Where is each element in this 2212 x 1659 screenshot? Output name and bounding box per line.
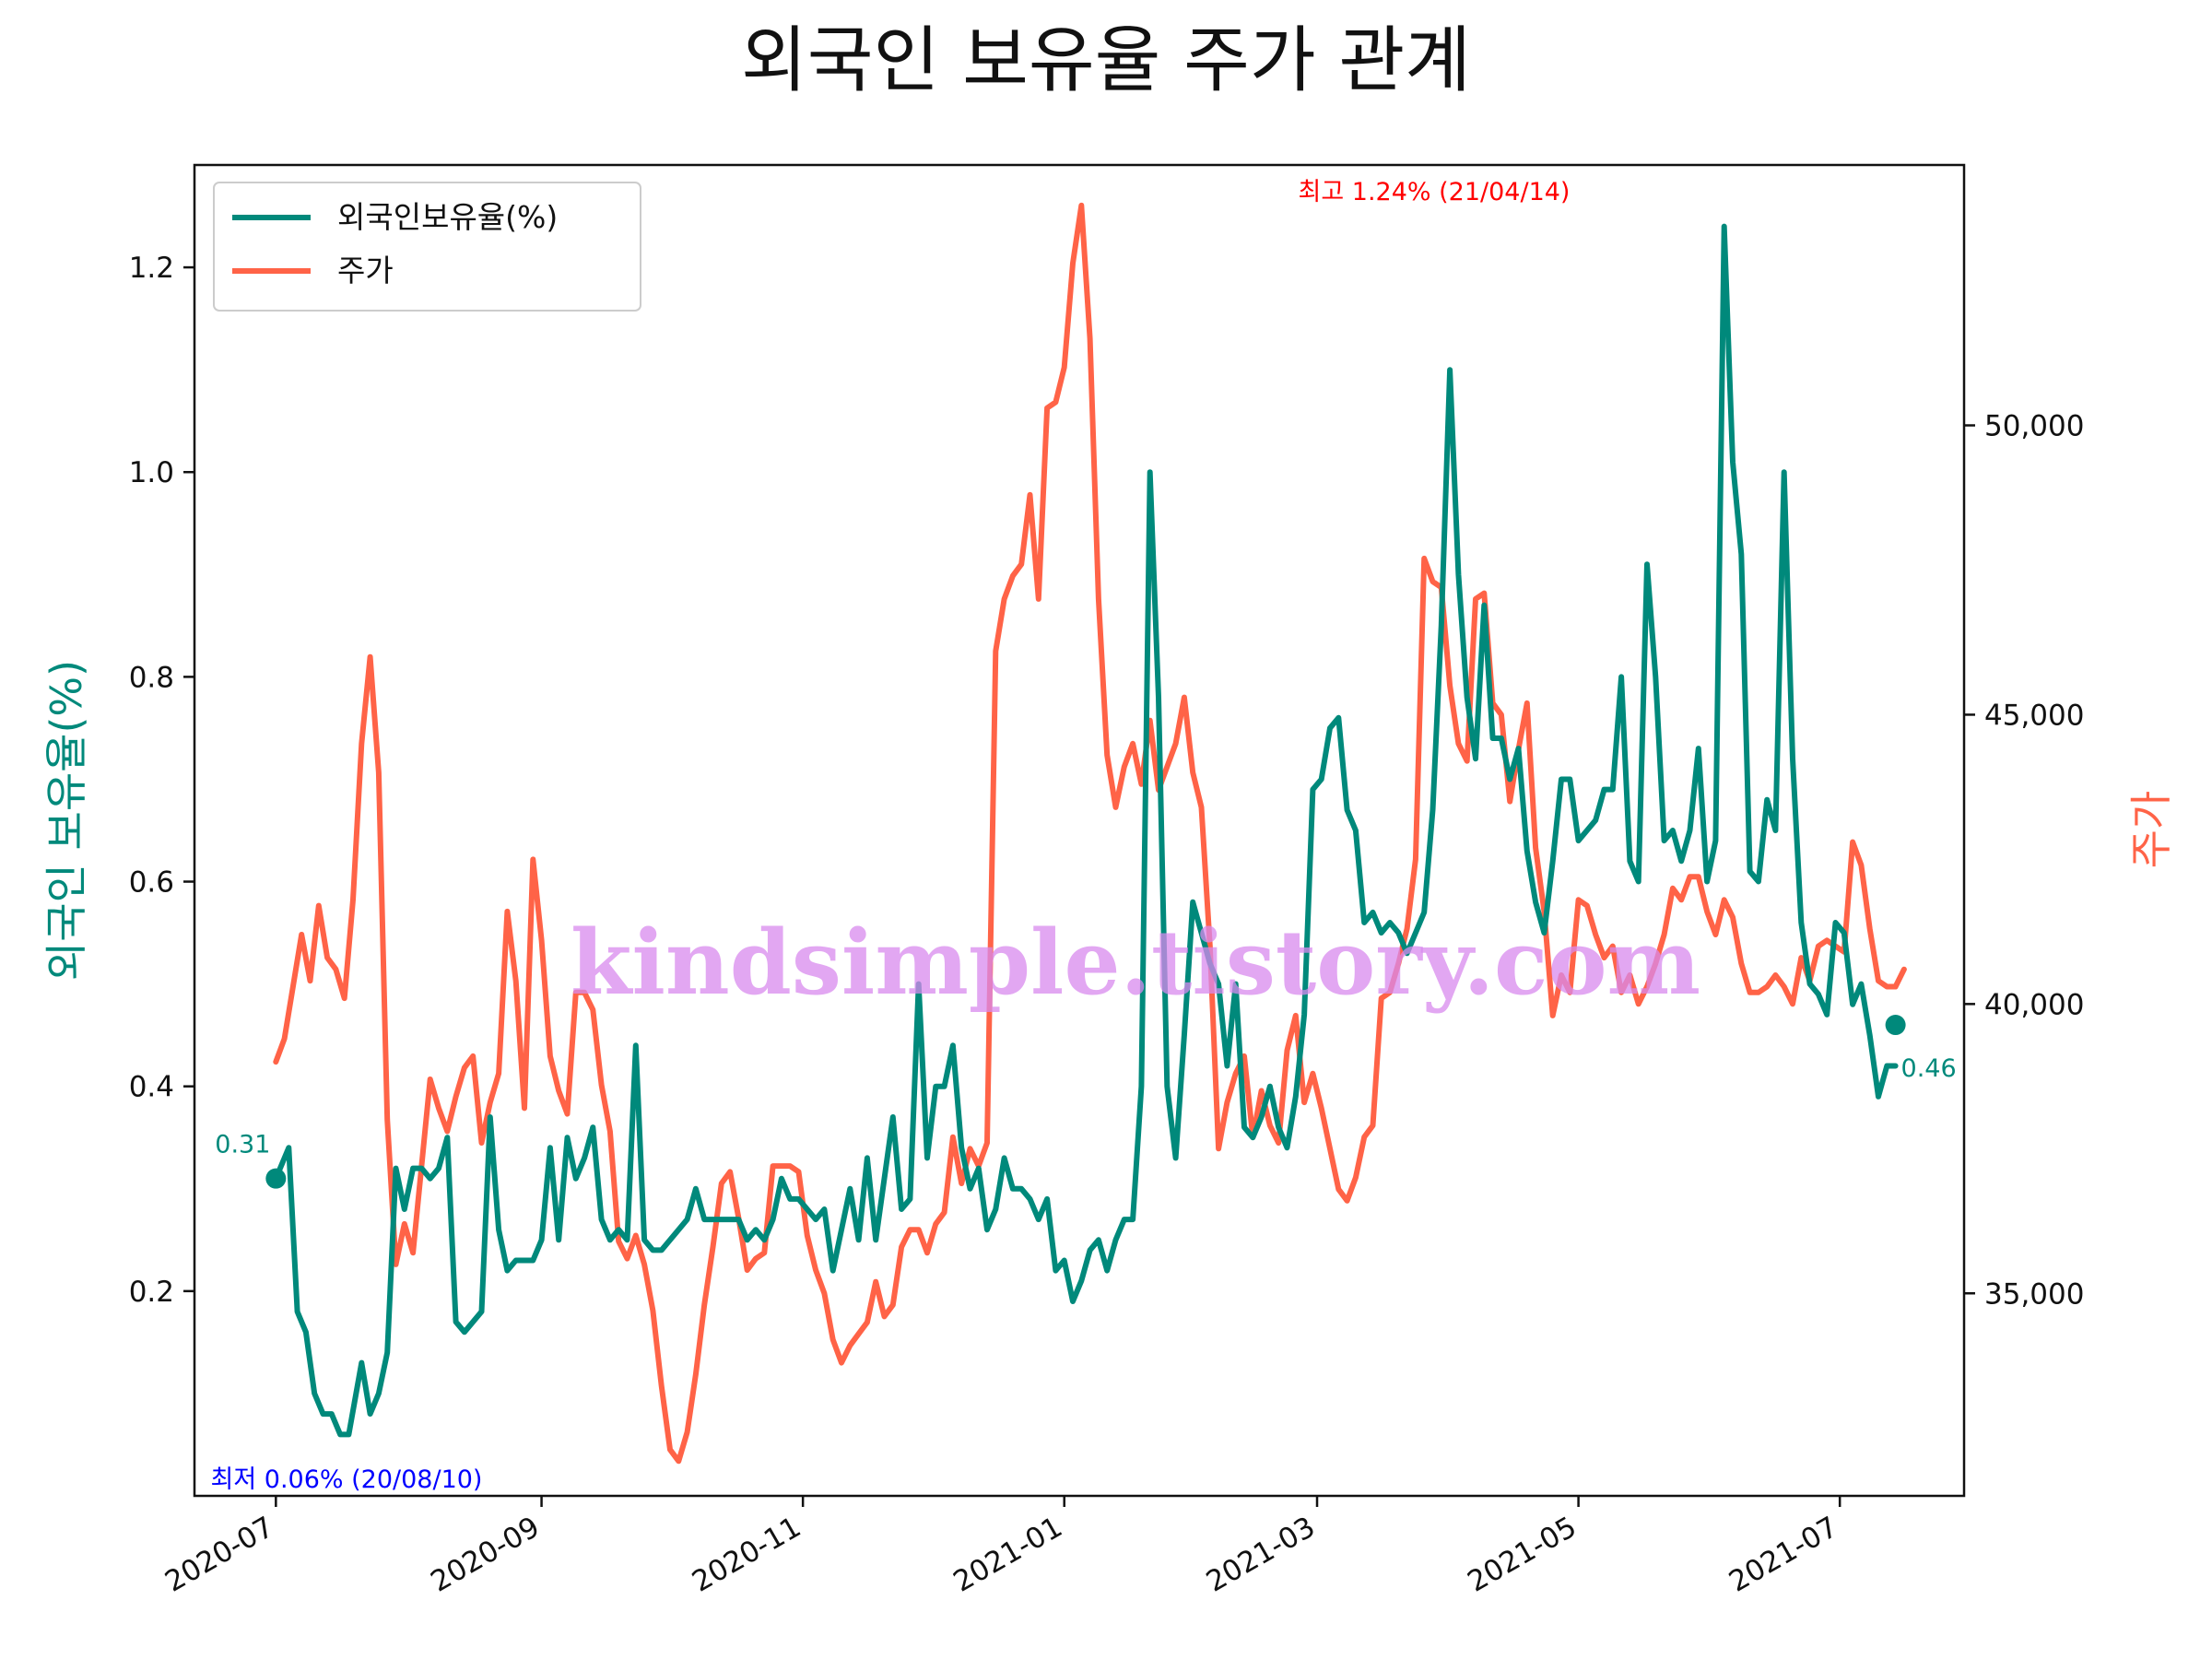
watermark: kindsimple.tistory.com [571, 911, 1700, 1015]
left-tick-label: 1.2 [129, 252, 174, 285]
series-line-stock-price [273, 202, 1907, 1465]
right-tick-label: 50,000 [1984, 410, 2084, 443]
plot-frame [193, 163, 1966, 1498]
x-tick-label: 2021-01 [948, 1511, 1068, 1599]
left-tick-label: 0.2 [129, 1276, 174, 1309]
right-tick-label: 45,000 [1984, 699, 2084, 732]
max-annotation: 최고 1.24% (21/04/14) [1299, 178, 1571, 206]
x-tick-label: 2020-09 [425, 1511, 545, 1599]
end-value-label: 0.46 [1901, 1054, 1957, 1083]
min-annotation: 최저 0.06% (20/08/10) [211, 1465, 483, 1494]
left-tick-label: 1.0 [129, 456, 174, 489]
x-tick-label: 2021-03 [1201, 1511, 1321, 1599]
left-tick-label: 0.4 [129, 1071, 174, 1104]
x-tick-label: 2020-11 [687, 1511, 806, 1599]
end-marker [1885, 1015, 1906, 1036]
legend-label-stock-price: 주가 [337, 253, 394, 288]
left-tick-label: 0.6 [129, 866, 174, 900]
legend-label-foreign-ownership: 외국인보유율(%) [337, 199, 558, 235]
right-axis-label: 주가 [2126, 791, 2176, 869]
plot-area: 0.31 0.46 [215, 202, 1957, 1465]
right-tick-label: 35,000 [1984, 1277, 2084, 1311]
left-axis-label: 외국인 보유율(%) [41, 660, 91, 981]
legend: 외국인보유율(%) 주가 [213, 182, 641, 312]
x-tick-label: 2020-07 [159, 1511, 279, 1599]
x-tick-label: 2021-05 [1462, 1511, 1582, 1599]
series-line-foreign-ownership [273, 223, 1899, 1438]
right-tick-label: 40,000 [1984, 988, 2084, 1021]
legend-box [213, 182, 641, 312]
x-tick-label: 2021-07 [1724, 1511, 1843, 1599]
chart-title: 외국인 보유율 주가 관계 [741, 19, 1471, 102]
start-value-label: 0.31 [215, 1131, 270, 1159]
axes: 0.2 0.4 0.6 0.8 1.0 1.2 35,000 40,000 45,000 50,0… [129, 163, 2084, 1599]
left-tick-label: 0.8 [129, 661, 174, 694]
start-marker [265, 1168, 287, 1189]
